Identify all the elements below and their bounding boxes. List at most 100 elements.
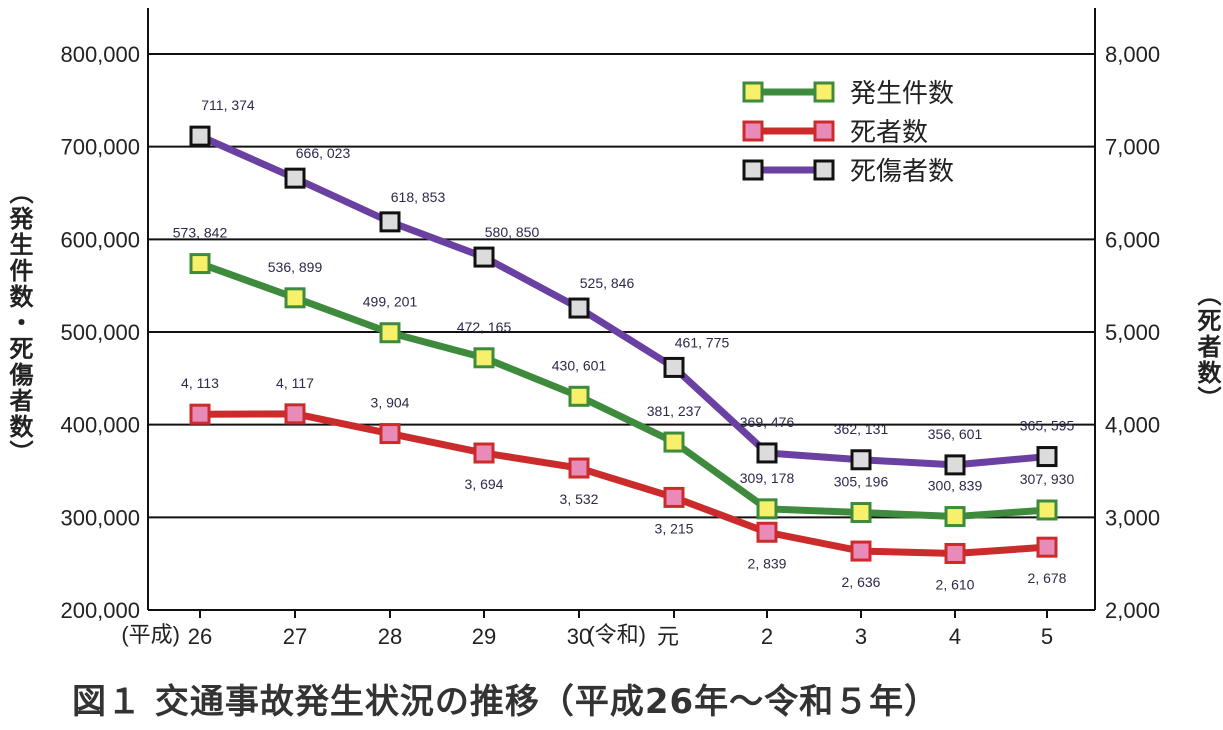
y-tick-right: 5,000 (1105, 320, 1160, 345)
x-tick-label: 5 (1041, 624, 1053, 649)
y-tick-right: 8,000 (1105, 42, 1160, 67)
y-axis-label-left: （発生件数・死傷者数） (5, 180, 33, 466)
data-point-marker (473, 442, 495, 464)
data-point-marker (663, 356, 685, 378)
x-tick-label: 29 (472, 624, 496, 649)
data-label: 472, 165 (457, 319, 512, 335)
series-line-3 (198, 132, 1048, 469)
y-tick-left: 700,000 (60, 135, 140, 160)
data-point-marker (663, 486, 685, 508)
y-tick-left: 400,000 (60, 413, 140, 438)
data-point-marker (284, 287, 306, 309)
data-label: 369, 476 (740, 414, 795, 430)
data-point-marker (756, 498, 778, 520)
series-line-1 (198, 260, 1048, 521)
data-label: 300, 839 (928, 478, 983, 494)
y-tick-left: 800,000 (60, 42, 140, 67)
data-point-marker (850, 502, 872, 524)
data-label: 580, 850 (485, 224, 540, 240)
data-point-marker (850, 540, 872, 562)
legend-marker (742, 159, 764, 181)
x-tick-label: 元 (657, 624, 679, 649)
legend-label: 死者数 (850, 118, 928, 148)
y-axis-label-right: （死者数） (1193, 282, 1221, 412)
data-label: 4, 117 (276, 375, 314, 391)
data-label: 618, 853 (391, 189, 446, 205)
data-point-marker (473, 246, 495, 268)
data-label: 525, 846 (580, 275, 635, 291)
data-label: 573, 842 (173, 225, 228, 241)
data-label: 309, 178 (740, 470, 795, 486)
legend-marker (813, 120, 835, 142)
data-label: 4, 113 (181, 375, 219, 391)
data-point-marker (850, 449, 872, 471)
data-point-marker (944, 506, 966, 528)
data-point-marker (1036, 536, 1058, 558)
data-point-marker (189, 125, 211, 147)
data-point-marker (568, 457, 590, 479)
data-point-marker (756, 442, 778, 464)
data-point-marker (379, 322, 401, 344)
data-point-marker (379, 211, 401, 233)
data-label: 2, 610 (936, 576, 975, 592)
data-point-marker (1036, 499, 1058, 521)
x-era-label: (平成) (121, 622, 180, 647)
data-label: 536, 899 (268, 259, 323, 275)
legend-marker (742, 120, 764, 142)
y-tick-right: 4,000 (1105, 413, 1160, 438)
data-label: 499, 201 (363, 294, 418, 310)
data-point-marker (189, 253, 211, 275)
data-label: 461, 775 (675, 334, 730, 350)
data-label: 666, 023 (296, 145, 351, 161)
data-label: 365, 595 (1020, 418, 1075, 434)
data-label: 430, 601 (552, 357, 607, 373)
x-tick-label: 30 (567, 624, 591, 649)
x-tick-label: 3 (855, 624, 867, 649)
data-label: 2, 678 (1028, 570, 1067, 586)
data-label: 381, 237 (647, 403, 702, 419)
x-tick-label: 4 (949, 624, 961, 649)
data-point-marker (379, 423, 401, 445)
chart-title: 図１ 交通事故発生状況の推移（平成26年～令和５年） (72, 682, 940, 722)
data-label: 305, 196 (834, 474, 889, 490)
data-label: 3, 532 (560, 491, 599, 507)
x-era-label: (令和) (587, 622, 646, 647)
legend-label: 発生件数 (850, 79, 954, 109)
data-point-marker (944, 542, 966, 564)
legend-marker (813, 81, 835, 103)
data-label: 2, 839 (748, 555, 787, 571)
data-label: 711, 374 (201, 97, 255, 113)
data-point-marker (1036, 446, 1058, 468)
data-point-marker (568, 385, 590, 407)
y-tick-right: 7,000 (1105, 135, 1160, 160)
legend-marker (813, 159, 835, 181)
data-label: 2, 636 (842, 574, 881, 590)
x-tick-label: 27 (283, 624, 307, 649)
data-point-marker (663, 431, 685, 453)
y-tick-left: 300,000 (60, 505, 140, 530)
series-line-2 (199, 410, 1048, 557)
data-point-marker (944, 454, 966, 476)
data-point-marker (284, 403, 306, 425)
data-point-marker (756, 521, 778, 543)
data-label: 3, 215 (655, 520, 694, 536)
data-point-marker (568, 297, 590, 319)
legend-label: 死傷者数 (850, 157, 954, 187)
legend-marker (742, 81, 764, 103)
x-tick-label: 2 (761, 624, 773, 649)
data-label: 356, 601 (928, 426, 983, 442)
y-tick-right: 3,000 (1105, 505, 1160, 530)
data-label: 3, 694 (465, 476, 504, 492)
y-tick-left: 200,000 (60, 598, 140, 623)
x-tick-label: 28 (378, 624, 402, 649)
y-tick-right: 6,000 (1105, 227, 1160, 252)
data-label: 307, 930 (1020, 471, 1075, 487)
line-chart: 200,000 2,000 300,000 3,000 400,000 4,000 500,… (60, 8, 1160, 649)
y-tick-left: 600,000 (60, 227, 140, 252)
data-label: 3, 904 (371, 395, 410, 411)
data-point-marker (284, 167, 306, 189)
y-tick-left: 500,000 (60, 320, 140, 345)
data-label: 362, 131 (834, 421, 889, 437)
data-point-marker (189, 403, 211, 425)
x-tick-label: 26 (188, 624, 212, 649)
